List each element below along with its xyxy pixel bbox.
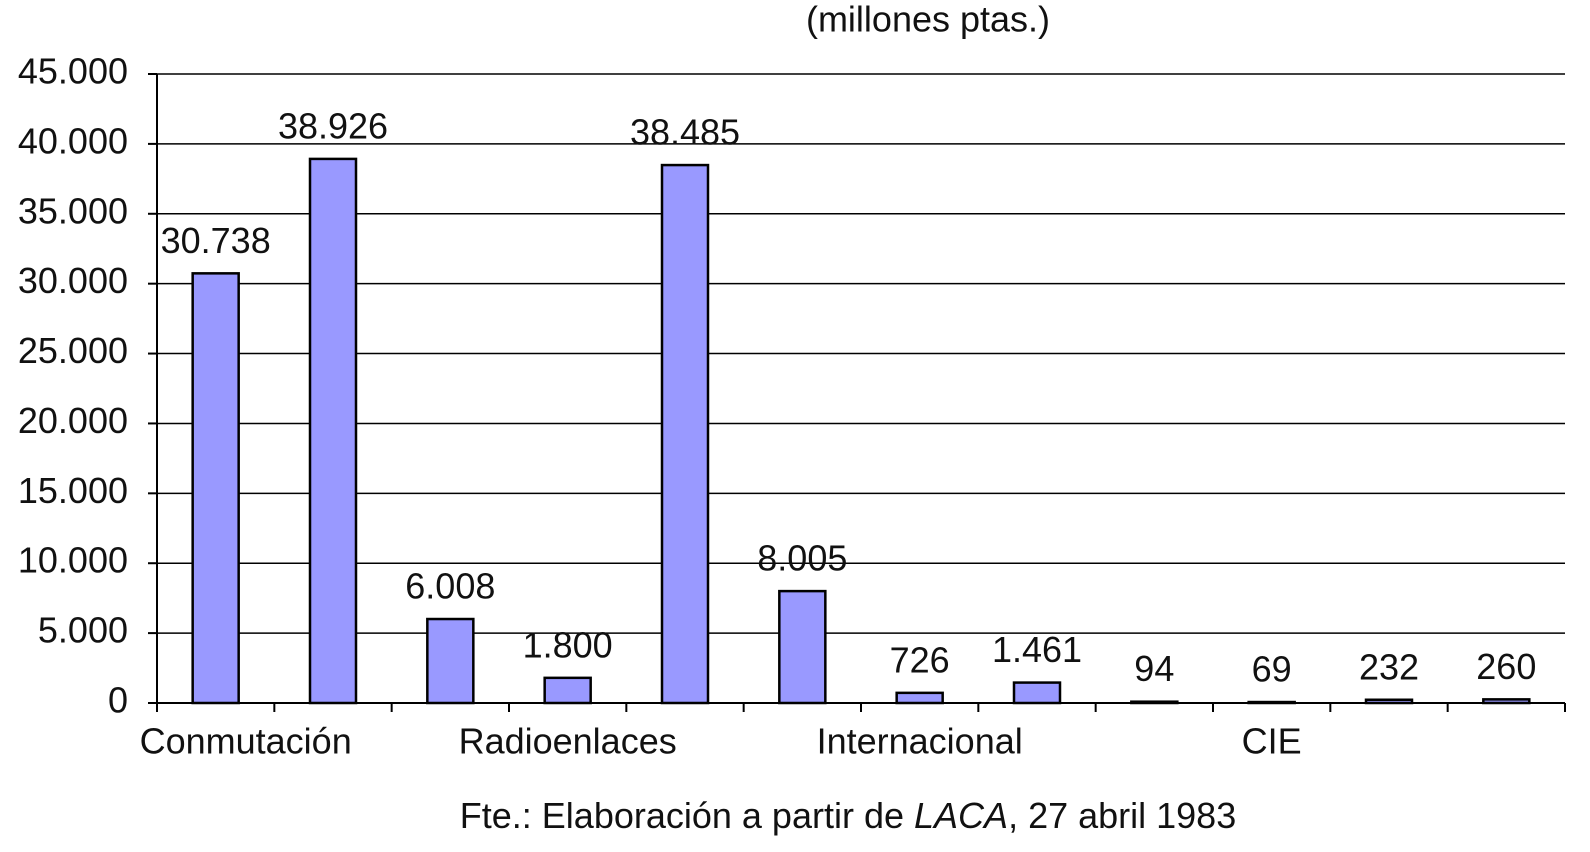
x-tick-label: Internacional	[817, 721, 1023, 762]
y-tick-label: 15.000	[18, 470, 128, 511]
y-tick-label: 5.000	[38, 610, 128, 651]
value-label: 1.461	[992, 629, 1082, 670]
bar	[1364, 698, 1414, 705]
y-tick-label: 10.000	[18, 540, 128, 581]
x-tick-label: Conmutación	[140, 721, 352, 762]
source-italic: LACA	[914, 795, 1008, 836]
value-label: 94	[1134, 648, 1174, 689]
bar	[543, 676, 592, 705]
value-label: 8.005	[757, 538, 847, 579]
value-label: 260	[1476, 646, 1536, 687]
y-tick-label: 40.000	[18, 120, 128, 161]
bar	[895, 691, 944, 705]
bar	[660, 163, 710, 705]
y-tick-label: 30.000	[18, 260, 128, 301]
bar	[1012, 681, 1062, 705]
bar	[1247, 700, 1296, 705]
value-label: 69	[1252, 649, 1292, 690]
bar	[426, 617, 475, 705]
y-tick-label: 25.000	[18, 330, 128, 371]
value-label: 6.008	[405, 566, 495, 607]
value-label: 30.738	[161, 220, 271, 261]
bar	[191, 272, 240, 705]
y-tick-label: 35.000	[18, 190, 128, 231]
bar	[778, 589, 827, 705]
x-tick-label: Radioenlaces	[459, 721, 677, 762]
source-note: Fte.: Elaboración a partir de LACA, 27 a…	[460, 795, 1236, 836]
value-label: 726	[890, 639, 950, 680]
source-prefix: Fte.: Elaboración a partir de	[460, 795, 914, 836]
y-tick-label: 45.000	[18, 51, 128, 92]
value-label: 38.926	[278, 105, 388, 146]
bar	[308, 157, 358, 705]
value-label: 232	[1359, 646, 1419, 687]
bar	[1482, 698, 1531, 705]
value-label: 1.800	[523, 624, 613, 665]
y-tick-label: 20.000	[18, 400, 128, 441]
chart-title: (millones ptas.)	[806, 0, 1050, 40]
x-tick-label: CIE	[1242, 721, 1302, 762]
value-label: 38.485	[630, 112, 740, 153]
y-tick-label: 0	[108, 680, 128, 721]
bar	[1130, 700, 1179, 705]
source-suffix: , 27 abril 1983	[1008, 795, 1236, 836]
